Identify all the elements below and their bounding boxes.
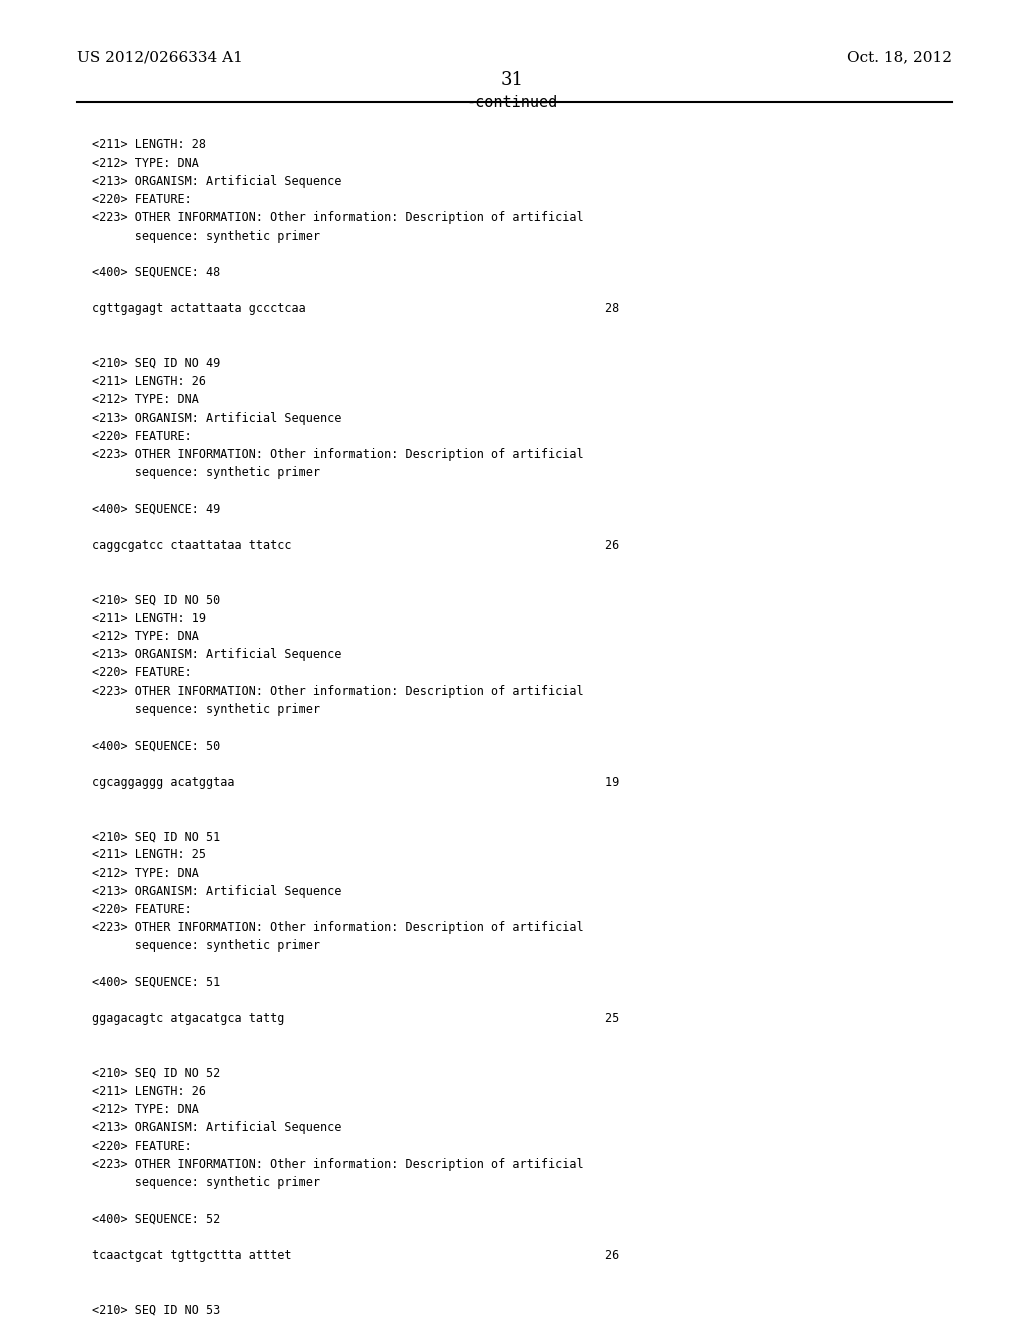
Text: <400> SEQUENCE: 51: <400> SEQUENCE: 51 (92, 975, 220, 989)
Text: 31: 31 (501, 71, 523, 90)
Text: <400> SEQUENCE: 48: <400> SEQUENCE: 48 (92, 265, 220, 279)
Text: <212> TYPE: DNA: <212> TYPE: DNA (92, 630, 199, 643)
Text: <223> OTHER INFORMATION: Other information: Description of artificial: <223> OTHER INFORMATION: Other informati… (92, 447, 584, 461)
Text: <212> TYPE: DNA: <212> TYPE: DNA (92, 866, 199, 879)
Text: sequence: synthetic primer: sequence: synthetic primer (92, 1176, 321, 1189)
Text: <211> LENGTH: 25: <211> LENGTH: 25 (92, 849, 206, 862)
Text: <223> OTHER INFORMATION: Other information: Description of artificial: <223> OTHER INFORMATION: Other informati… (92, 685, 584, 697)
Text: <220> FEATURE:: <220> FEATURE: (92, 430, 191, 442)
Text: <210> SEQ ID NO 52: <210> SEQ ID NO 52 (92, 1067, 220, 1080)
Text: <213> ORGANISM: Artificial Sequence: <213> ORGANISM: Artificial Sequence (92, 884, 342, 898)
Text: tcaactgcat tgttgcttta atttet                                            26: tcaactgcat tgttgcttta atttet 26 (92, 1249, 620, 1262)
Text: <212> TYPE: DNA: <212> TYPE: DNA (92, 157, 199, 170)
Text: <212> TYPE: DNA: <212> TYPE: DNA (92, 393, 199, 407)
Text: <212> TYPE: DNA: <212> TYPE: DNA (92, 1104, 199, 1117)
Text: <210> SEQ ID NO 49: <210> SEQ ID NO 49 (92, 356, 220, 370)
Text: <220> FEATURE:: <220> FEATURE: (92, 667, 191, 680)
Text: ggagacagtc atgacatgca tattg                                             25: ggagacagtc atgacatgca tattg 25 (92, 1012, 620, 1026)
Text: <210> SEQ ID NO 51: <210> SEQ ID NO 51 (92, 830, 220, 843)
Text: <211> LENGTH: 19: <211> LENGTH: 19 (92, 611, 206, 624)
Text: <210> SEQ ID NO 53: <210> SEQ ID NO 53 (92, 1303, 220, 1316)
Text: <223> OTHER INFORMATION: Other information: Description of artificial: <223> OTHER INFORMATION: Other informati… (92, 211, 584, 224)
Text: Oct. 18, 2012: Oct. 18, 2012 (847, 50, 952, 65)
Text: <211> LENGTH: 26: <211> LENGTH: 26 (92, 375, 206, 388)
Text: <211> LENGTH: 26: <211> LENGTH: 26 (92, 1085, 206, 1098)
Text: sequence: synthetic primer: sequence: synthetic primer (92, 940, 321, 953)
Text: <213> ORGANISM: Artificial Sequence: <213> ORGANISM: Artificial Sequence (92, 174, 342, 187)
Text: sequence: synthetic primer: sequence: synthetic primer (92, 702, 321, 715)
Text: <223> OTHER INFORMATION: Other information: Description of artificial: <223> OTHER INFORMATION: Other informati… (92, 921, 584, 935)
Text: <223> OTHER INFORMATION: Other information: Description of artificial: <223> OTHER INFORMATION: Other informati… (92, 1158, 584, 1171)
Text: <220> FEATURE:: <220> FEATURE: (92, 903, 191, 916)
Text: <400> SEQUENCE: 49: <400> SEQUENCE: 49 (92, 503, 220, 516)
Text: <220> FEATURE:: <220> FEATURE: (92, 1139, 191, 1152)
Text: cgcaggaggg acatggtaa                                                    19: cgcaggaggg acatggtaa 19 (92, 776, 620, 788)
Text: sequence: synthetic primer: sequence: synthetic primer (92, 230, 321, 243)
Text: <400> SEQUENCE: 52: <400> SEQUENCE: 52 (92, 1212, 220, 1225)
Text: <210> SEQ ID NO 50: <210> SEQ ID NO 50 (92, 594, 220, 607)
Text: cgttgagagt actattaata gccctcaa                                          28: cgttgagagt actattaata gccctcaa 28 (92, 302, 620, 315)
Text: <400> SEQUENCE: 50: <400> SEQUENCE: 50 (92, 739, 220, 752)
Text: <213> ORGANISM: Artificial Sequence: <213> ORGANISM: Artificial Sequence (92, 1122, 342, 1134)
Text: sequence: synthetic primer: sequence: synthetic primer (92, 466, 321, 479)
Text: <211> LENGTH: 28: <211> LENGTH: 28 (92, 139, 206, 152)
Text: <213> ORGANISM: Artificial Sequence: <213> ORGANISM: Artificial Sequence (92, 648, 342, 661)
Text: <220> FEATURE:: <220> FEATURE: (92, 193, 191, 206)
Text: -continued: -continued (466, 95, 558, 110)
Text: caggcgatcc ctaattataa ttatcc                                            26: caggcgatcc ctaattataa ttatcc 26 (92, 539, 620, 552)
Text: US 2012/0266334 A1: US 2012/0266334 A1 (77, 50, 243, 65)
Text: <213> ORGANISM: Artificial Sequence: <213> ORGANISM: Artificial Sequence (92, 412, 342, 425)
